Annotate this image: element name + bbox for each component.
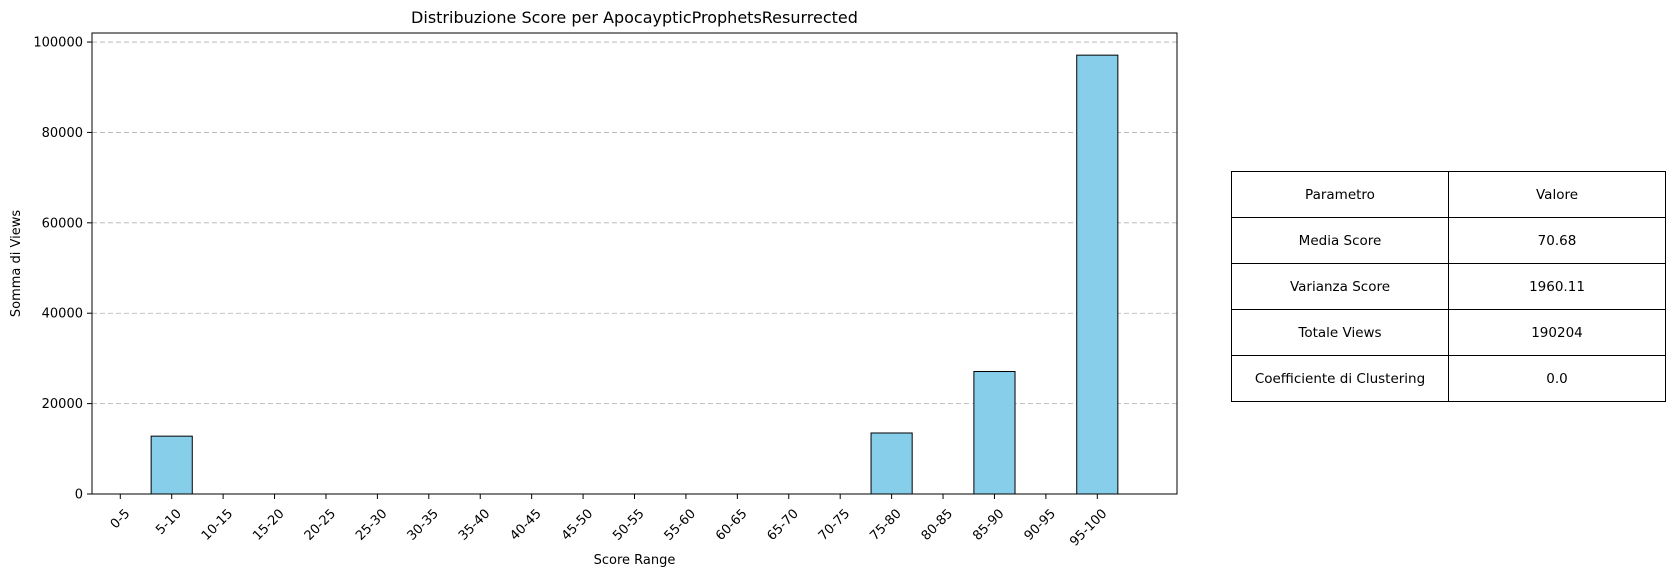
x-tick-label: 25-30 [353,506,390,543]
bar-chart: 0 20000 40000 60000 80000 100000 0-5 5-10 10-15… [9,8,1178,568]
x-tick-label: 90-95 [1022,506,1059,543]
bar-85-90 [973,371,1016,495]
x-tick-label: 95-100 [1067,506,1110,549]
x-axis-ticks: 0-5 5-10 10-15 15-20 20-25 25-30 30-35 35-40 40-… [108,494,1110,550]
table-row: Coefficiente di Clustering 0.0 [1231,355,1666,402]
table-cell-param: Varianza Score [1231,263,1449,310]
table-cell-param: Coefficiente di Clustering [1231,355,1449,402]
x-tick-label: 55-60 [662,506,699,543]
x-tick-label: 50-55 [610,506,647,543]
table-cell-value: 0.0 [1448,355,1666,402]
x-tick-label: 30-35 [405,506,442,543]
x-tick-label: 15-20 [250,506,287,543]
x-tick-label: 35-40 [456,506,493,543]
x-tick-label: 45-50 [559,506,596,543]
x-tick-label: 60-65 [713,506,750,543]
bar-75-80 [870,432,913,495]
y-tick-label: 20000 [42,397,83,412]
y-axis-title: Somma di Views [9,210,24,317]
bars [150,54,1119,495]
x-tick-label: 70-75 [816,506,853,543]
bar-5-10 [150,435,193,495]
x-tick-label: 20-25 [302,506,339,543]
y-tick-label: 40000 [42,307,83,322]
table-row: Media Score 70.68 [1231,217,1666,264]
y-tick-label: 0 [75,488,83,503]
y-tick-label: 100000 [33,36,83,51]
statistics-table: Parametro Valore Media Score 70.68 Varia… [1231,171,1666,402]
x-tick-label: 65-70 [764,506,801,543]
x-tick-label: 75-80 [867,506,904,543]
table-cell-value: 1960.11 [1448,263,1666,310]
y-axis-ticks: 0 20000 40000 60000 80000 100000 [33,36,92,503]
x-tick-label: 10-15 [199,506,236,543]
table-cell-value: 70.68 [1448,217,1666,264]
table-header-value: Valore [1448,171,1666,218]
x-tick-label: 5-10 [153,506,184,537]
x-tick-label: 0-5 [108,506,134,532]
y-tick-label: 60000 [42,216,83,231]
x-axis-title: Score Range [594,553,676,568]
table-cell-param: Media Score [1231,217,1449,264]
table-header-param: Parametro [1231,171,1449,218]
x-tick-label: 85-90 [970,506,1007,543]
table-cell-param: Totale Views [1231,309,1449,356]
table-header-row: Parametro Valore [1231,171,1666,218]
x-tick-label: 80-85 [919,506,956,543]
chart-title: Distribuzione Score per ApocaypticProphe… [411,8,858,27]
table-row: Varianza Score 1960.11 [1231,263,1666,310]
table-row: Totale Views 190204 [1231,309,1666,356]
grid-lines [92,41,1177,405]
x-tick-label: 40-45 [507,506,544,543]
table-cell-value: 190204 [1448,309,1666,356]
y-tick-label: 80000 [42,126,83,141]
bar-95-100 [1076,54,1119,495]
